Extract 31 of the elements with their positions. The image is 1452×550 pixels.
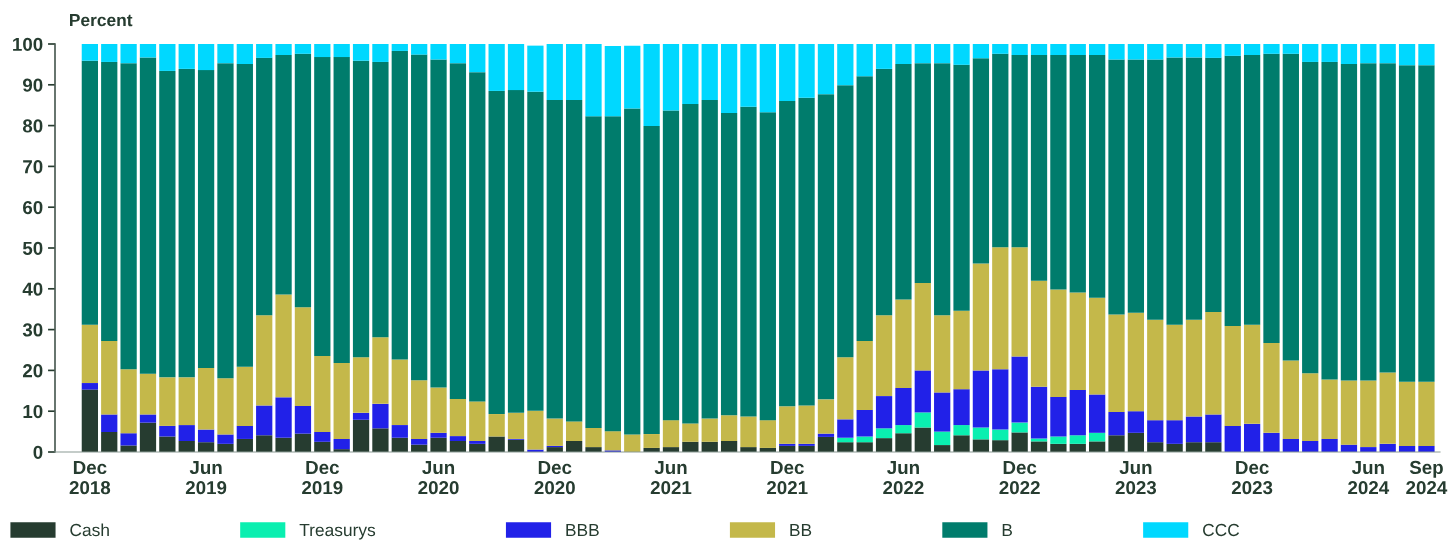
x-tick-label: Jun 2022 <box>883 461 924 495</box>
legend-label: CCC <box>1203 523 1240 537</box>
x-tick-label: Jun 2021 <box>650 461 692 495</box>
x-tick-label: Dec 2019 <box>302 461 343 495</box>
x-tick-label: Jun 2024 <box>1348 461 1390 495</box>
legend-label: B <box>1002 524 1012 536</box>
y-tick-label: 30 <box>22 323 43 337</box>
x-tick-label: Dec 2020 <box>534 461 575 495</box>
y-tick-label: 0 <box>33 445 43 459</box>
y-tick-label: 10 <box>23 404 43 419</box>
x-tick-label: Jun 2023 <box>1115 461 1157 495</box>
x-tick-label: Dec 2023 <box>1231 461 1273 495</box>
y-tick-label: 20 <box>22 364 43 378</box>
y-tick-label: 50 <box>22 241 43 255</box>
y-tick-label: 40 <box>22 282 43 296</box>
y-tick-label: 60 <box>23 200 43 215</box>
x-tick-label: Jun 2020 <box>418 461 459 495</box>
y-tick-label: 100 <box>13 37 43 51</box>
x-tick-label: Dec 2021 <box>767 461 808 495</box>
legend-label: BB <box>790 524 812 536</box>
y-tick-label: 70 <box>23 160 43 174</box>
y-tick-label: 80 <box>22 119 43 133</box>
x-tick-label: Dec 2022 <box>999 461 1040 495</box>
legend-label: Cash <box>70 523 109 537</box>
x-tick-label: Jun 2019 <box>185 461 227 495</box>
y-tick-label: 90 <box>22 78 43 92</box>
legend-label: Treasurys <box>299 524 376 540</box>
y-axis-title: Percent <box>70 14 133 27</box>
x-tick-label: Dec 2018 <box>69 461 111 495</box>
x-tick-label: Sep 2024 <box>1406 460 1448 495</box>
legend-label: BBB <box>566 524 599 536</box>
